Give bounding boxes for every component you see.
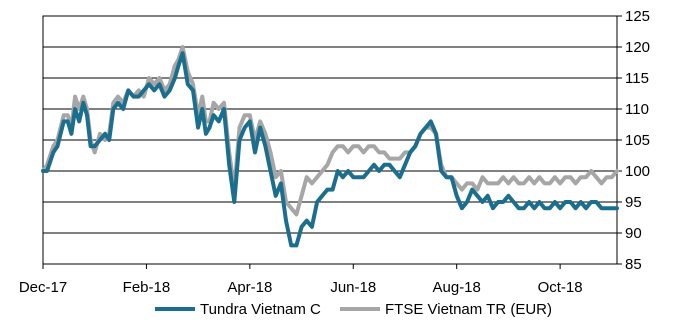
gridlines xyxy=(43,46,617,234)
y-tick-label: 115 xyxy=(625,70,649,87)
y-tick-label: 100 xyxy=(625,163,650,180)
y-tick-label: 90 xyxy=(625,225,642,242)
x-tick-label: Dec-17 xyxy=(19,279,67,296)
x-tick-label: Aug-18 xyxy=(433,279,481,296)
y-tick-label: 95 xyxy=(625,194,642,211)
x-tick-label: Oct-18 xyxy=(538,279,583,296)
y-tick-label: 120 xyxy=(625,39,650,56)
y-tick-label: 110 xyxy=(625,101,649,118)
y-axis: 85 90 95 100 105 110 115 120 125 xyxy=(617,8,650,273)
y-tick-label: 105 xyxy=(625,132,650,149)
series-line-0 xyxy=(41,51,619,248)
legend-label-0: Tundra Vietnam C xyxy=(200,301,321,318)
x-tick-label: Apr-18 xyxy=(227,279,272,296)
x-tick-label: Jun-18 xyxy=(330,279,376,296)
x-tick-label: Feb-18 xyxy=(123,279,171,296)
y-tick-label: 85 xyxy=(625,256,642,273)
x-axis: Dec-17 Feb-18 Apr-18 Jun-18 Aug-18 Oct-18 xyxy=(19,264,583,296)
series-lines xyxy=(41,45,619,248)
legend: Tundra Vietnam C FTSE Vietnam TR (EUR) xyxy=(155,301,552,318)
y-tick-label: 125 xyxy=(625,8,650,25)
legend-label-1: FTSE Vietnam TR (EUR) xyxy=(385,301,552,318)
